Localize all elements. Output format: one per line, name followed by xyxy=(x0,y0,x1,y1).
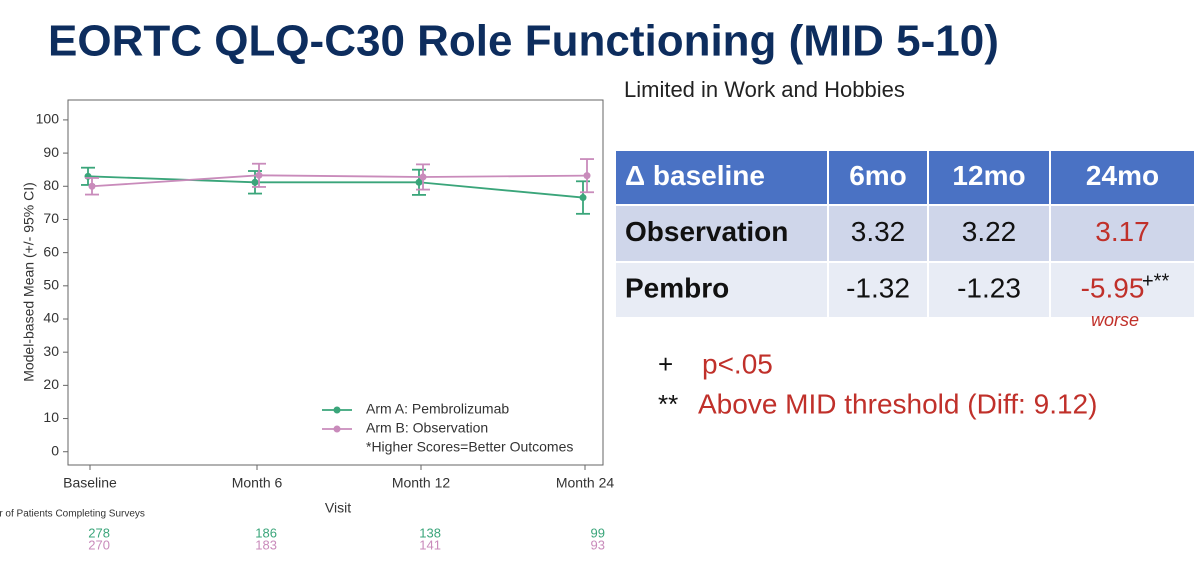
patient-count: 141 xyxy=(419,537,441,552)
y-tick-label: 100 xyxy=(36,111,60,127)
table-value: Pembro xyxy=(625,272,729,303)
patient-count: 138 xyxy=(419,525,441,540)
table-value: 3.32 xyxy=(851,216,906,247)
table-cell xyxy=(614,261,829,319)
table-cell xyxy=(927,204,1051,263)
superscript: +** xyxy=(1142,270,1169,292)
slide-title: EORTC QLQ-C30 Role Functioning (MID 5-10… xyxy=(48,17,999,66)
note-text: Above MID threshold (Diff: 9.12) xyxy=(698,388,1097,419)
note-text: p<.05 xyxy=(702,348,773,379)
series-line xyxy=(91,174,588,188)
table-cell xyxy=(1049,149,1196,206)
table-header: 6mo xyxy=(849,160,907,191)
table-value: -1.23 xyxy=(957,272,1021,303)
table-cell xyxy=(614,149,829,206)
point xyxy=(255,171,263,179)
y-tick-label: 30 xyxy=(43,343,59,359)
legend-note: *Higher Scores=Better Outcomes xyxy=(366,439,573,455)
point xyxy=(579,194,587,202)
subtitle: Limited in Work and Hobbies xyxy=(624,77,905,102)
table-cell xyxy=(927,149,1051,206)
legend-marker xyxy=(333,425,341,433)
y-tick-label: 40 xyxy=(43,310,59,326)
patient-count: 270 xyxy=(88,537,110,552)
table-value: Observation xyxy=(625,216,788,247)
x-tick-label: Month 12 xyxy=(392,475,451,491)
table-cell xyxy=(827,204,929,263)
patient-count: 186 xyxy=(255,525,277,540)
x-tick-label: Baseline xyxy=(63,475,117,491)
cell-note: worse xyxy=(1091,310,1139,330)
patient-count: 278 xyxy=(88,525,110,540)
table-header: Δ baseline xyxy=(625,160,765,191)
legend-label: Arm B: Observation xyxy=(366,420,488,436)
point xyxy=(251,178,259,186)
patient-count: 93 xyxy=(591,537,605,552)
y-tick-label: 70 xyxy=(43,210,59,226)
plot-frame xyxy=(67,99,604,466)
table-header: 24mo xyxy=(1086,160,1159,191)
table-cell xyxy=(1049,204,1196,263)
y-tick-label: 60 xyxy=(43,243,59,259)
table-cell xyxy=(1049,261,1196,319)
table-value: -1.32 xyxy=(846,272,910,303)
point xyxy=(88,182,96,190)
counts-label: Number of Patients Completing Surveys xyxy=(0,509,145,520)
y-tick-label: 50 xyxy=(43,277,59,293)
table-value: 3.22 xyxy=(962,216,1017,247)
legend-label: Arm A: Pembrolizumab xyxy=(366,401,509,417)
patient-count: 183 xyxy=(255,537,277,552)
series-line xyxy=(87,175,584,199)
note-symbol: + xyxy=(658,349,673,379)
y-axis-label: Model-based Mean (+/- 95% CI) xyxy=(21,182,37,382)
patient-count: 99 xyxy=(591,525,605,540)
y-tick-label: 20 xyxy=(43,376,59,392)
point xyxy=(583,172,591,180)
table-value: 3.17 xyxy=(1095,216,1150,247)
point xyxy=(415,178,423,186)
x-tick-label: Month 6 xyxy=(232,475,283,491)
y-tick-label: 0 xyxy=(51,442,59,458)
table-header: 12mo xyxy=(952,160,1025,191)
y-tick-label: 90 xyxy=(43,144,59,160)
y-tick-label: 10 xyxy=(43,409,59,425)
note-symbol: ** xyxy=(658,389,678,419)
table-cell xyxy=(614,204,829,263)
point xyxy=(419,173,427,181)
y-tick-label: 80 xyxy=(43,177,59,193)
legend-marker xyxy=(333,406,341,414)
table-value: -5.95 xyxy=(1081,272,1145,303)
x-tick-label: Month 24 xyxy=(556,475,615,491)
table-cell xyxy=(927,261,1051,319)
x-axis-label: Visit xyxy=(325,500,351,516)
